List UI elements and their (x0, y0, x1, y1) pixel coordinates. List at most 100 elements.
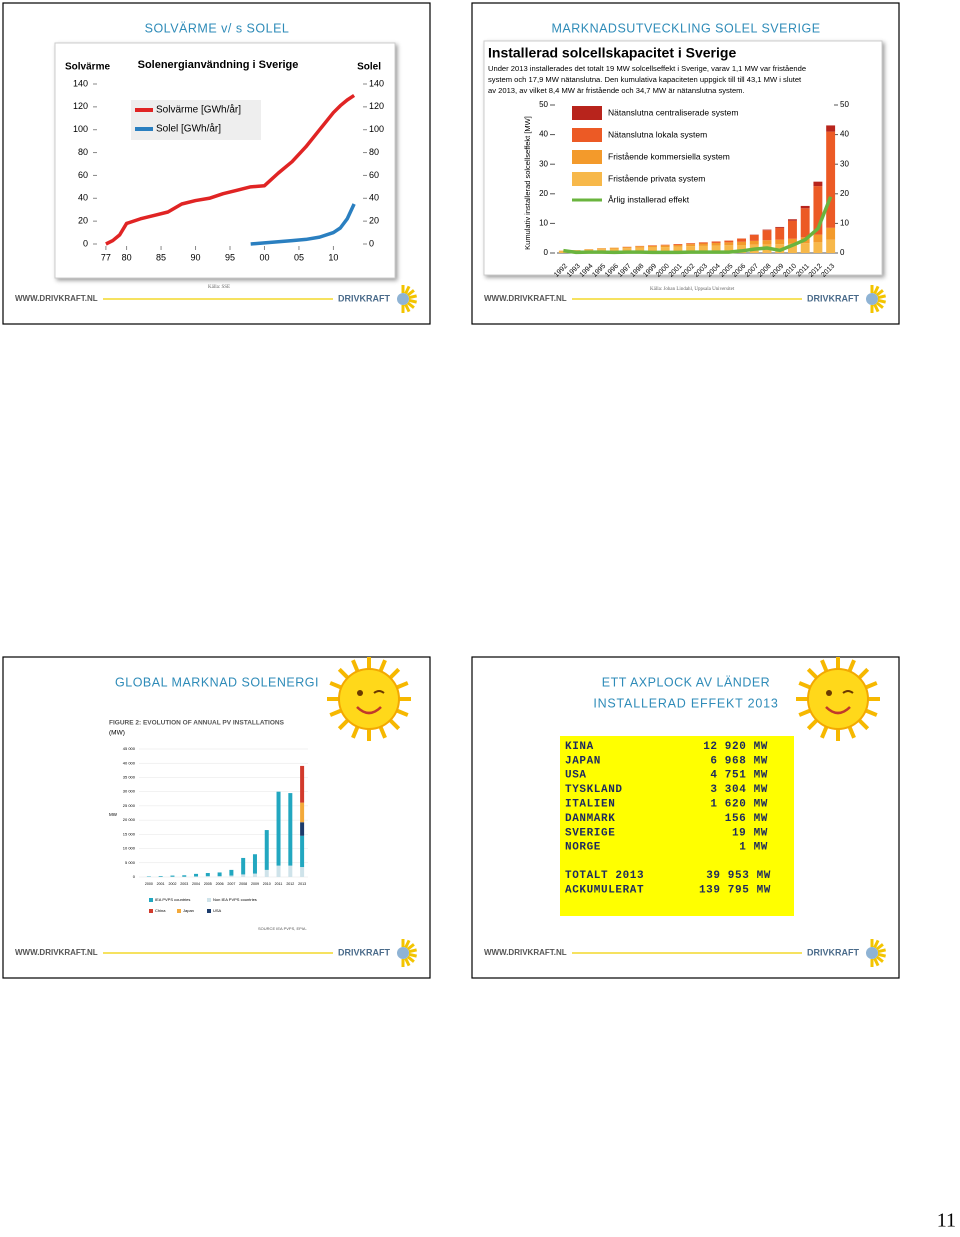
bar-segment (265, 870, 269, 877)
x-tick-label: 10 (328, 252, 338, 262)
bar-segment (206, 876, 210, 877)
bar-segment (724, 242, 733, 245)
footer-url: WWW.DRIVKRAFT.NL (15, 948, 98, 957)
bar-segment (813, 182, 822, 186)
chart-subtitle: system och 17,9 MW nätanslutna. Den kumu… (488, 75, 802, 84)
footer-url: WWW.DRIVKRAFT.NL (484, 948, 567, 957)
y-tick-label: 20 000 (123, 817, 136, 822)
chart-subtitle: av 2013, av vilket 8,4 MW är fristående … (488, 86, 745, 95)
legend-swatch (572, 150, 602, 164)
slide: MARKNADSUTVECKLING SOLEL SVERIGE WWW.DRIV… (472, 3, 899, 324)
footer-url: WWW.DRIVKRAFT.NL (15, 294, 98, 303)
row-label: JAPAN (565, 755, 601, 767)
slide-title: SOLVÄRME v/ s SOLEL (145, 21, 290, 35)
bar-segment (277, 792, 281, 866)
y-tick-label: 45 000 (123, 746, 136, 751)
bar-segment (159, 876, 163, 877)
x-tick-label: 2012 (286, 882, 294, 886)
total-value: 39 953 MW (706, 870, 771, 882)
legend-label: Non IEA PVPS countries (213, 897, 257, 902)
logo-ray (878, 300, 886, 302)
bar-segment (750, 235, 759, 241)
y2-tick-label: 20 (840, 189, 849, 198)
y2-tick-label: 10 (840, 219, 849, 228)
legend-label: Japan (183, 908, 194, 913)
logo (866, 947, 878, 959)
y-tick-label: 80 (78, 147, 88, 157)
bar-segment (788, 221, 797, 239)
bar-segment (253, 874, 257, 877)
legend-swatch (149, 898, 153, 902)
row-value: 19 MW (732, 827, 768, 839)
legend-swatch (572, 172, 602, 186)
bar-segment (170, 876, 174, 877)
x-tick-label: 2011 (275, 882, 283, 886)
legend-label: Solel [GWh/år] (156, 123, 221, 135)
row-value: 12 920 MW (703, 741, 768, 753)
legend-swatch (572, 106, 602, 120)
bar-segment (661, 245, 670, 247)
bar-segment (712, 241, 721, 242)
bar-segment (194, 874, 198, 877)
logo-ray (409, 296, 417, 298)
bar-segment (253, 854, 257, 873)
x-tick-label: 2003 (180, 882, 188, 886)
y-tick-label: 30 (539, 159, 548, 168)
x-tick-label: 2000 (145, 882, 153, 886)
bar-segment (826, 132, 835, 228)
page-number: 11 (937, 1210, 956, 1232)
y-tick-label: 5 000 (125, 860, 136, 865)
legend-swatch (207, 909, 211, 913)
bar-segment (775, 228, 784, 240)
source: Källa: Johan Lindahl, Uppsala Universite… (650, 287, 735, 292)
bar-segment (750, 241, 759, 245)
footer-brand: DRIVKRAFT (807, 293, 859, 303)
x-tick-label: 90 (191, 252, 201, 262)
legend-label: USA (213, 908, 222, 913)
y-axis-label: Solvärme (65, 62, 110, 73)
footer-brand: DRIVKRAFT (807, 947, 859, 957)
sun (339, 669, 399, 729)
legend-label: Nätanslutna centraliserade system (608, 107, 738, 117)
row-value: 156 MW (725, 813, 768, 825)
y-tick-label: 40 (539, 130, 548, 139)
x-tick-label: 80 (122, 252, 132, 262)
logo-ray (409, 954, 417, 956)
total-value: 139 795 MW (699, 884, 771, 896)
y2-tick-label: 20 (369, 216, 379, 226)
legend-label: IEA PVPS countries (155, 897, 190, 902)
bar-segment (686, 244, 695, 246)
y-tick-label: 10 (539, 219, 548, 228)
bar-segment (801, 243, 810, 253)
bar-segment (801, 208, 810, 237)
footer-url: WWW.DRIVKRAFT.NL (484, 294, 567, 303)
x-tick-label: 2009 (251, 882, 259, 886)
y2-tick-label: 40 (369, 193, 379, 203)
bar-segment (686, 243, 695, 244)
bar-segment (288, 793, 292, 866)
bar-segment (635, 246, 644, 247)
row-label: USA (565, 770, 587, 782)
bar-segment (288, 866, 292, 877)
slide-title: MARKNADSUTVECKLING SOLEL SVERIGE (551, 21, 820, 35)
y-tick-label: 10 000 (123, 846, 136, 851)
y2-axis-label: Solel (357, 62, 381, 73)
bar-segment (241, 858, 245, 874)
chart-unit: (MW) (109, 730, 125, 737)
bar-segment (775, 240, 784, 244)
y2-tick-label: 140 (369, 78, 384, 88)
y-tick-label: 20 (78, 216, 88, 226)
row-value: 1 MW (739, 842, 768, 854)
bar-segment (826, 125, 835, 131)
y-tick-label: 50 (539, 100, 548, 109)
legend-swatch (207, 898, 211, 902)
chart-title: Solenergianvändning i Sverige (138, 59, 299, 71)
bar-segment (241, 874, 245, 877)
x-tick-label: 2002 (168, 882, 176, 886)
legend-label: Nätanslutna lokala system (608, 129, 707, 139)
bar-segment (300, 867, 304, 877)
slide-subtitle: INSTALLERAD EFFEKT 2013 (593, 696, 778, 710)
bar-segment (182, 875, 186, 876)
bar-segment (265, 830, 269, 870)
